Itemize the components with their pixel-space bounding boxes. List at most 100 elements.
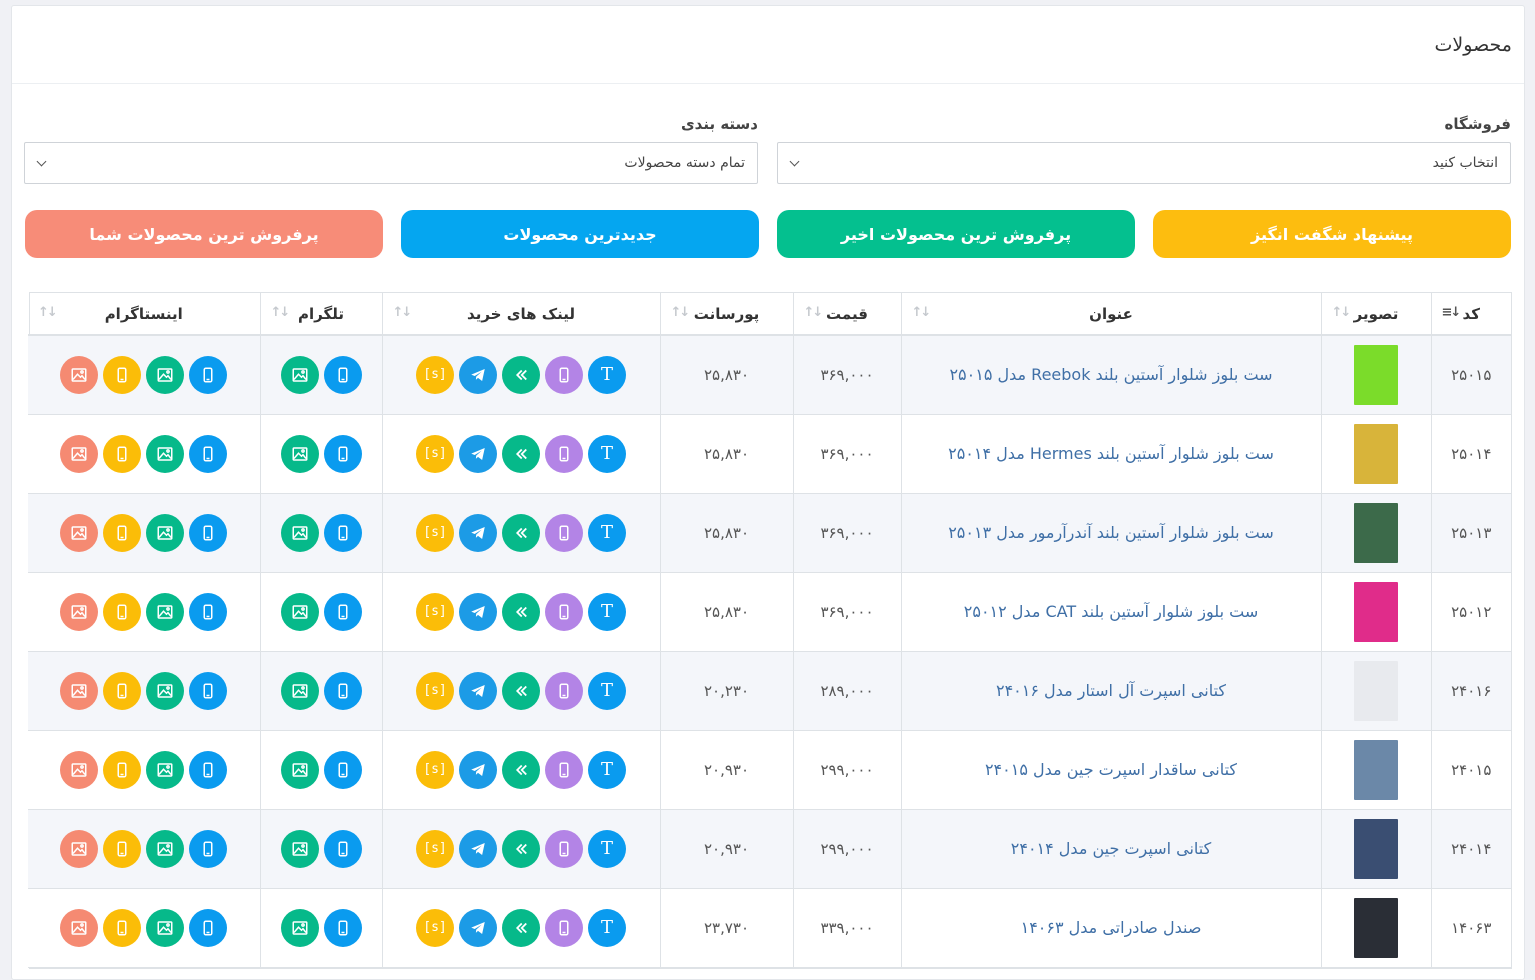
instagram-image-icon[interactable] (146, 434, 185, 473)
product-thumbnail[interactable] (1354, 818, 1398, 879)
direct-link-icon[interactable] (502, 829, 540, 868)
telegram-mobile-icon[interactable] (323, 750, 362, 789)
instagram-image-icon[interactable] (146, 750, 185, 789)
column-header-buy-links[interactable]: لینک های خرید ↓↑ (381, 293, 660, 336)
telegram-link-icon[interactable] (459, 671, 497, 710)
product-title-link[interactable]: ست بلوز شلوار آستین بلند Hermes مدل ۲۵۰۱… (948, 444, 1274, 463)
story-mobile-icon[interactable] (103, 355, 142, 394)
instagram-image-icon[interactable] (146, 671, 185, 710)
story-mobile-icon[interactable] (103, 908, 142, 947)
mobile-link-icon[interactable] (545, 908, 583, 947)
column-header-title[interactable]: عنوان ↓↑ (900, 293, 1321, 336)
telegram-link-icon[interactable] (459, 908, 497, 947)
product-thumbnail[interactable] (1354, 660, 1398, 721)
column-header-instagram[interactable]: اینستاگرام ↓↑ (28, 293, 260, 336)
instagram-mobile-icon[interactable] (189, 750, 228, 789)
story-image-icon[interactable] (60, 513, 99, 552)
story-mobile-icon[interactable] (103, 434, 142, 473)
instagram-mobile-icon[interactable] (189, 671, 228, 710)
product-thumbnail[interactable] (1354, 739, 1398, 800)
category-select[interactable]: تمام دسته محصولات (24, 142, 758, 184)
instagram-image-icon[interactable] (146, 513, 185, 552)
telegram-mobile-icon[interactable] (323, 434, 362, 473)
story-mobile-icon[interactable] (103, 513, 142, 552)
instagram-mobile-icon[interactable] (189, 434, 228, 473)
story-mobile-icon[interactable] (103, 592, 142, 631)
mobile-link-icon[interactable] (545, 513, 583, 552)
story-image-icon[interactable] (60, 355, 99, 394)
telegram-mobile-icon[interactable] (323, 513, 362, 552)
product-thumbnail[interactable] (1354, 344, 1398, 405)
short-link-icon[interactable]: [s] (416, 750, 454, 789)
telegram-mobile-icon[interactable] (323, 829, 362, 868)
telegram-mobile-icon[interactable] (323, 355, 362, 394)
telegram-image-icon[interactable] (280, 592, 319, 631)
story-image-icon[interactable] (60, 434, 99, 473)
telegram-image-icon[interactable] (280, 750, 319, 789)
direct-link-icon[interactable] (502, 671, 540, 710)
short-link-icon[interactable]: [s] (416, 908, 454, 947)
telegram-link-icon[interactable] (459, 750, 497, 789)
story-image-icon[interactable] (60, 829, 99, 868)
direct-link-icon[interactable] (502, 434, 540, 473)
short-link-icon[interactable]: [s] (416, 829, 454, 868)
column-header-price[interactable]: قیمت ↓↑ (792, 293, 901, 336)
telegram-image-icon[interactable] (280, 829, 319, 868)
telegram-link-icon[interactable] (459, 355, 497, 394)
product-thumbnail[interactable] (1354, 502, 1398, 563)
telegram-image-icon[interactable] (280, 513, 319, 552)
product-thumbnail[interactable] (1354, 897, 1398, 958)
story-image-icon[interactable] (60, 671, 99, 710)
text-link-icon[interactable]: T (588, 908, 626, 947)
product-title-link[interactable]: کتانی اسپرت آل استار مدل ۲۴۰۱۶ (995, 681, 1227, 700)
product-thumbnail[interactable] (1354, 581, 1398, 642)
telegram-mobile-icon[interactable] (323, 908, 362, 947)
direct-link-icon[interactable] (502, 513, 540, 552)
mobile-link-icon[interactable] (545, 750, 583, 789)
short-link-icon[interactable]: [s] (416, 592, 454, 631)
product-title-link[interactable]: ست بلوز شلوار آستین بلند Reebok مدل ۲۵۰۱… (949, 365, 1273, 385)
telegram-mobile-icon[interactable] (323, 592, 362, 631)
direct-link-icon[interactable] (502, 908, 540, 947)
short-link-icon[interactable]: [s] (416, 434, 454, 473)
story-image-icon[interactable] (60, 908, 99, 947)
your-bestsellers-button[interactable]: پرفروش ترین محصولات شما (25, 210, 383, 258)
text-link-icon[interactable]: T (588, 750, 626, 789)
story-mobile-icon[interactable] (103, 829, 142, 868)
story-image-icon[interactable] (60, 750, 99, 789)
instagram-mobile-icon[interactable] (189, 513, 228, 552)
column-header-commission[interactable]: پورسانت ↓↑ (659, 293, 793, 336)
instagram-image-icon[interactable] (146, 355, 185, 394)
text-link-icon[interactable]: T (588, 671, 626, 710)
mobile-link-icon[interactable] (545, 434, 583, 473)
recent-bestsellers-button[interactable]: پرفروش ترین محصولات اخیر (777, 210, 1135, 258)
newest-products-button[interactable]: جدیدترین محصولات (401, 210, 759, 258)
short-link-icon[interactable]: [s] (416, 513, 454, 552)
telegram-image-icon[interactable] (280, 908, 319, 947)
instagram-mobile-icon[interactable] (189, 829, 228, 868)
mobile-link-icon[interactable] (545, 671, 583, 710)
product-thumbnail[interactable] (1354, 423, 1398, 484)
telegram-mobile-icon[interactable] (323, 671, 362, 710)
product-title-link[interactable]: کتانی ساقدار اسپرت جین مدل ۲۴۰۱۵ (984, 760, 1238, 779)
mobile-link-icon[interactable] (545, 592, 583, 631)
instagram-mobile-icon[interactable] (189, 908, 228, 947)
instagram-mobile-icon[interactable] (189, 592, 228, 631)
story-image-icon[interactable] (60, 592, 99, 631)
text-link-icon[interactable]: T (588, 434, 626, 473)
mobile-link-icon[interactable] (545, 355, 583, 394)
text-link-icon[interactable]: T (588, 355, 626, 394)
telegram-link-icon[interactable] (459, 513, 497, 552)
telegram-link-icon[interactable] (459, 434, 497, 473)
column-header-image[interactable]: تصویر ↓↑ (1320, 293, 1431, 336)
instagram-image-icon[interactable] (146, 592, 185, 631)
direct-link-icon[interactable] (502, 750, 540, 789)
direct-link-icon[interactable] (502, 592, 540, 631)
mobile-link-icon[interactable] (545, 829, 583, 868)
text-link-icon[interactable]: T (588, 592, 626, 631)
story-mobile-icon[interactable] (103, 671, 142, 710)
direct-link-icon[interactable] (502, 355, 540, 394)
product-title-link[interactable]: ست بلوز شلوار آستین بلند CAT مدل ۲۵۰۱۲ (963, 602, 1259, 621)
product-title-link[interactable]: کتانی اسپرت جین مدل ۲۴۰۱۴ (1010, 839, 1212, 858)
telegram-link-icon[interactable] (459, 592, 497, 631)
